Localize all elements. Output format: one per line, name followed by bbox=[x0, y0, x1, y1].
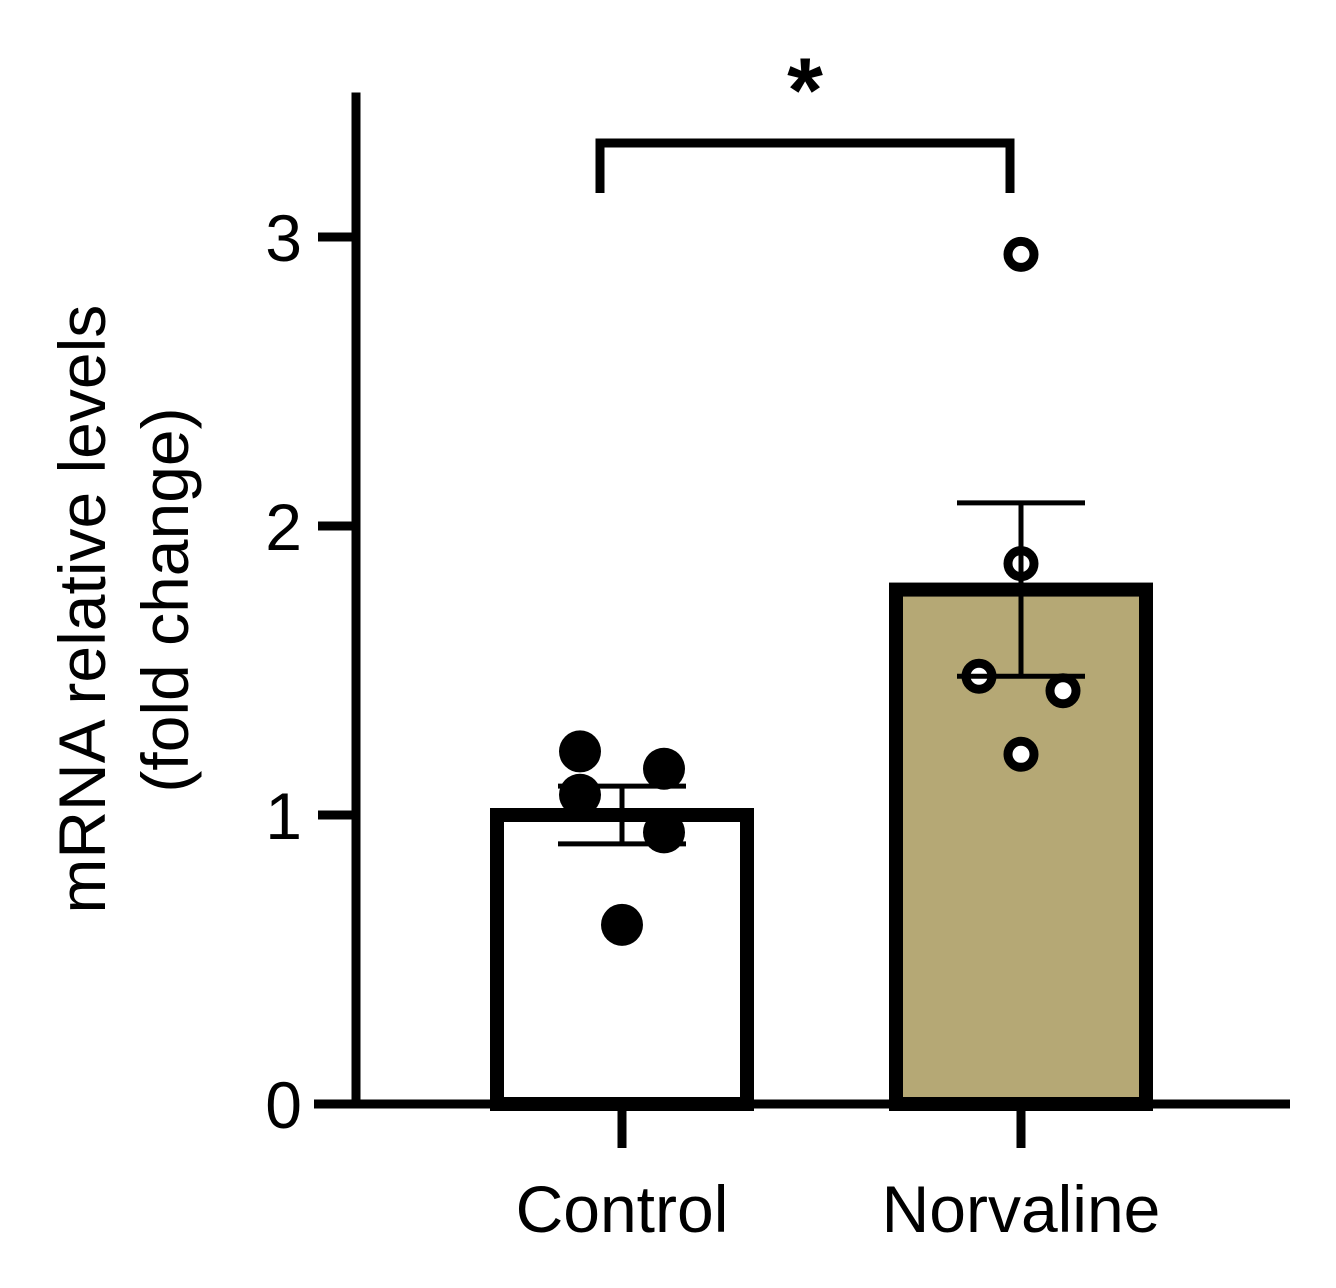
bar-control bbox=[490, 808, 754, 1111]
y-tick-label: 1 bbox=[265, 779, 302, 853]
data-point bbox=[643, 811, 685, 854]
data-point bbox=[601, 903, 643, 946]
significance-bracket bbox=[595, 138, 1015, 193]
y-axis-label: mRNA relative levels (fold change) bbox=[45, 286, 202, 913]
y-tick-label: 3 bbox=[265, 201, 302, 275]
data-point bbox=[559, 773, 601, 816]
y-axis-label-line-2: (fold change) bbox=[128, 407, 202, 792]
significance-star: * bbox=[787, 40, 823, 142]
x-tick-label: Norvaline bbox=[882, 1172, 1161, 1246]
data-point bbox=[1003, 236, 1039, 272]
data-point bbox=[643, 747, 685, 790]
bars bbox=[490, 582, 1153, 1111]
axes: 0 1 2 3 Control Norvaline bbox=[265, 92, 1290, 1246]
x-tick-label: Control bbox=[516, 1172, 729, 1246]
significance-annotation: * bbox=[595, 40, 1015, 193]
error-bars bbox=[558, 500, 1085, 847]
y-tick-label: 0 bbox=[265, 1068, 302, 1142]
data-point bbox=[1045, 673, 1081, 709]
y-axis-label-line-1: mRNA relative levels bbox=[45, 305, 119, 914]
data-point bbox=[1003, 736, 1039, 772]
data-point bbox=[559, 730, 601, 773]
y-tick-label: 2 bbox=[265, 490, 302, 564]
